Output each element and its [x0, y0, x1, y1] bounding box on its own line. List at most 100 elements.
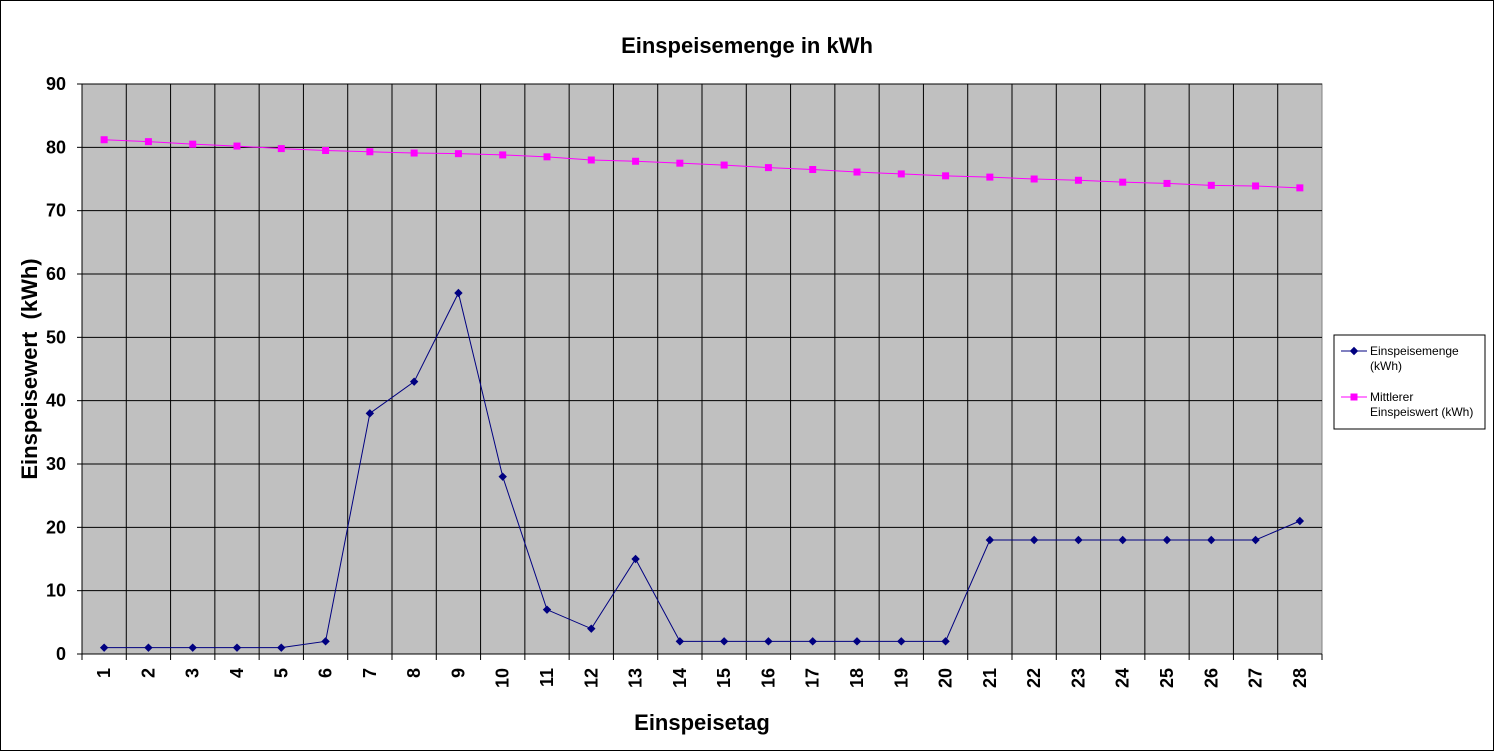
- legend-label: Einspeiswert (kWh): [1370, 405, 1473, 419]
- data-point: [542, 605, 552, 614]
- data-point: [365, 409, 375, 418]
- x-tick-label: 24: [1113, 668, 1133, 688]
- data-point: [322, 147, 330, 154]
- x-tick-label: 15: [714, 668, 734, 688]
- x-axis-ticks: 1 2 3 4 5 6 7 8 9 10 11 12 13 14 15 16 17 18 19 20 21 22 23 24 2…: [81, 654, 1323, 688]
- data-point: [1207, 535, 1216, 545]
- data-point: [675, 637, 685, 646]
- data-point: [587, 156, 595, 164]
- data-point: [720, 161, 728, 169]
- y-tick-label: 90: [46, 74, 66, 94]
- data-point: [1030, 175, 1038, 183]
- series-layer: [99, 136, 1305, 652]
- data-point: [1295, 516, 1305, 526]
- data-point: [410, 149, 418, 157]
- data-point: [189, 140, 197, 148]
- legend: Einspeisemenge(kWh) MittlererEinspeiswert…: [1333, 334, 1486, 430]
- y-tick-label: 0: [56, 644, 66, 664]
- data-point: [1296, 184, 1304, 192]
- x-tick-label: 1: [94, 668, 114, 678]
- y-tick-label: 70: [46, 201, 66, 221]
- x-tick-label: 12: [581, 668, 601, 688]
- data-point: [321, 637, 330, 646]
- data-point: [808, 637, 817, 646]
- data-point: [985, 535, 995, 545]
- data-point: [409, 377, 419, 386]
- data-point: [1162, 535, 1172, 545]
- data-point: [1251, 535, 1260, 545]
- data-point: [1119, 178, 1127, 186]
- data-point: [1118, 535, 1127, 545]
- data-point: [897, 637, 906, 646]
- series-line: [104, 139, 1300, 189]
- data-point: [986, 173, 994, 181]
- x-tick-label: 8: [404, 668, 424, 678]
- legend-entry: Einspeisemenge(kWh): [1341, 344, 1459, 373]
- data-point: [1074, 535, 1083, 545]
- data-point: [809, 166, 817, 173]
- legend-label: (kWh): [1370, 359, 1402, 373]
- series-line: [104, 291, 1301, 649]
- data-point: [1252, 182, 1260, 190]
- x-tick-label: 21: [980, 668, 1000, 688]
- y-tick-label: 20: [46, 517, 66, 537]
- data-point: [498, 472, 507, 481]
- series-1: [99, 288, 1305, 652]
- y-tick-label: 10: [46, 581, 66, 601]
- legend-marker: [1350, 393, 1358, 401]
- data-point: [941, 637, 950, 646]
- data-point: [100, 136, 108, 144]
- legend-label: Einspeisemenge: [1370, 344, 1459, 358]
- x-tick-label: 25: [1157, 668, 1177, 688]
- x-tick-label: 10: [493, 668, 513, 688]
- series-2: [100, 136, 1304, 192]
- x-tick-label: 26: [1201, 668, 1221, 688]
- x-tick-label: 16: [758, 668, 778, 688]
- x-tick-label: 14: [670, 668, 690, 688]
- data-point: [499, 151, 507, 159]
- data-point: [1029, 535, 1039, 545]
- data-point: [764, 637, 773, 646]
- x-tick-label: 13: [626, 668, 646, 688]
- data-point: [454, 150, 462, 158]
- legend-label: Mittlerer: [1370, 390, 1413, 404]
- x-tick-label: 20: [936, 668, 956, 688]
- x-tick-label: 3: [183, 668, 203, 678]
- y-tick-label: 60: [46, 264, 66, 284]
- data-point: [1074, 176, 1082, 184]
- data-point: [1163, 179, 1171, 187]
- y-axis-title: Einspeisewert (kWh): [17, 258, 42, 479]
- data-point: [277, 145, 285, 153]
- x-tick-label: 19: [891, 668, 911, 688]
- x-tick-label: 9: [448, 668, 468, 678]
- x-tick-label: 28: [1290, 668, 1310, 688]
- data-point: [277, 643, 286, 652]
- data-point: [144, 643, 153, 652]
- x-axis-title: Einspeisetag: [634, 710, 770, 735]
- data-point: [897, 170, 905, 178]
- y-tick-label: 80: [46, 137, 66, 157]
- x-tick-label: 2: [138, 668, 158, 678]
- x-tick-label: 4: [227, 668, 247, 678]
- y-tick-label: 40: [46, 391, 66, 411]
- data-point: [853, 168, 861, 176]
- x-tick-label: 6: [316, 668, 336, 678]
- data-point: [587, 624, 596, 633]
- x-tick-label: 18: [847, 668, 867, 688]
- data-point: [676, 159, 684, 167]
- x-tick-label: 17: [803, 668, 823, 688]
- chart-title: Einspeisemenge in kWh: [621, 33, 873, 58]
- x-tick-label: 23: [1068, 668, 1088, 688]
- data-point: [1207, 181, 1215, 189]
- data-point: [233, 142, 241, 150]
- data-point: [232, 643, 242, 652]
- data-point: [632, 157, 640, 165]
- y-axis-ticks: 0 10 20 30 40 50 60 70 80 90: [46, 74, 82, 664]
- data-point: [99, 643, 109, 652]
- data-point: [631, 554, 640, 564]
- data-point: [188, 643, 197, 652]
- data-point: [366, 148, 374, 156]
